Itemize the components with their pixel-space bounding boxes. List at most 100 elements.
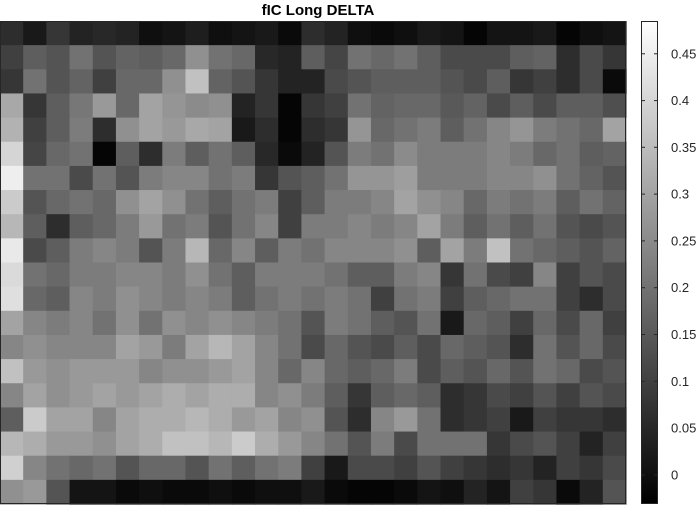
- heatmap-cell-r4-c10: [231, 117, 256, 143]
- heatmap-cell-r7-c20: [463, 190, 488, 215]
- heatmap-cell-r14-c14: [324, 359, 349, 384]
- heatmap-cell-r10-c7: [162, 262, 187, 288]
- heatmap-cell-r18-c25: [579, 455, 604, 481]
- heatmap-cell-r3-c10: [231, 93, 256, 119]
- heatmap-cell-r0-c8: [185, 21, 210, 46]
- heatmap-cell-r9-c19: [440, 238, 465, 264]
- heatmap-cell-r6-c1: [23, 165, 47, 191]
- heatmap-cell-r0-c11: [255, 21, 279, 46]
- heatmap-cell-r8-c4: [92, 214, 117, 239]
- heatmap-cell-r15-c17: [394, 383, 418, 408]
- heatmap-cell-r0-c4: [92, 21, 117, 46]
- heatmap-cell-r15-c24: [556, 383, 581, 408]
- heatmap-cell-r19-c20: [463, 479, 488, 505]
- heatmap-cell-r8-c18: [417, 214, 442, 239]
- heatmap-cell-r13-c21: [486, 334, 511, 360]
- heatmap-cell-r0-c1: [23, 21, 47, 46]
- heatmap-cell-r15-c4: [92, 383, 117, 408]
- heatmap-cell-r2-c7: [162, 69, 187, 95]
- heatmap-cell-r18-c16: [370, 455, 395, 481]
- heatmap-cell-r8-c23: [533, 214, 558, 239]
- heatmap-cell-r8-c11: [255, 214, 279, 239]
- heatmap-cell-r18-c9: [208, 455, 233, 481]
- heatmap-cell-r5-c7: [162, 141, 187, 167]
- heatmap-cell-r18-c6: [139, 455, 163, 481]
- heatmap-cell-r14-c18: [417, 359, 442, 384]
- heatmap-cell-r17-c23: [533, 431, 558, 457]
- heatmap-cell-r7-c19: [440, 190, 465, 215]
- heatmap-cell-r5-c21: [486, 141, 511, 167]
- heatmap-cell-r10-c8: [185, 262, 210, 288]
- heatmap-cell-r12-c11: [255, 310, 279, 336]
- heatmap-cell-r0-c2: [46, 21, 71, 46]
- heatmap-cell-r3-c3: [69, 93, 94, 119]
- heatmap-cell-r3-c17: [394, 93, 418, 119]
- heatmap-cell-r13-c4: [92, 334, 117, 360]
- heatmap-cell-r10-c3: [69, 262, 94, 288]
- heatmap-cell-r15-c7: [162, 383, 187, 408]
- heatmap-cell-r3-c20: [463, 93, 488, 119]
- heatmap-cell-r1-c6: [139, 45, 163, 70]
- heatmap-cell-r15-c0: [0, 383, 24, 408]
- heatmap-cell-r13-c15: [347, 334, 372, 360]
- heatmap-cell-r12-c9: [208, 310, 233, 336]
- heatmap-cell-r11-c8: [185, 286, 210, 312]
- heatmap-cell-r4-c21: [486, 117, 511, 143]
- heatmap-cell-r14-c25: [579, 359, 604, 384]
- heatmap-cell-r5-c20: [463, 141, 488, 167]
- heatmap-cell-r7-c4: [92, 190, 117, 215]
- heatmap-cell-r10-c10: [231, 262, 256, 288]
- heatmap-cell-r3-c24: [556, 93, 581, 119]
- heatmap-cell-r1-c0: [0, 45, 24, 70]
- heatmap-cell-r11-c4: [92, 286, 117, 312]
- heatmap-cell-r18-c13: [301, 455, 326, 481]
- heatmap-cell-r16-c17: [394, 407, 418, 433]
- heatmap-cell-r4-c2: [46, 117, 71, 143]
- heatmap-cell-r1-c25: [579, 45, 604, 70]
- heatmap-cell-r16-c3: [69, 407, 94, 433]
- heatmap-cell-r12-c26: [602, 310, 627, 336]
- heatmap-cell-r4-c20: [463, 117, 488, 143]
- heatmap-cell-r15-c26: [602, 383, 627, 408]
- heatmap-cell-r3-c23: [533, 93, 558, 119]
- heatmap-cell-r11-c24: [556, 286, 581, 312]
- heatmap-cell-r16-c26: [602, 407, 627, 433]
- heatmap-cell-r8-c1: [23, 214, 47, 239]
- heatmap-cell-r9-c6: [139, 238, 163, 264]
- heatmap-cell-r18-c26: [602, 455, 627, 481]
- heatmap-cell-r17-c3: [69, 431, 94, 457]
- heatmap-cell-r16-c2: [46, 407, 71, 433]
- heatmap-cell-r7-c25: [579, 190, 604, 215]
- heatmap-cell-r13-c0: [0, 334, 24, 360]
- heatmap-cell-r16-c13: [301, 407, 326, 433]
- heatmap-cell-r7-c6: [139, 190, 163, 215]
- heatmap-cell-r6-c23: [533, 165, 558, 191]
- heatmap-cell-r19-c11: [255, 479, 279, 505]
- heatmap-cell-r1-c17: [394, 45, 418, 70]
- heatmap-cell-r17-c8: [185, 431, 210, 457]
- heatmap-cell-r4-c7: [162, 117, 187, 143]
- heatmap-cell-r10-c12: [278, 262, 303, 288]
- heatmap-cell-r10-c21: [486, 262, 511, 288]
- heatmap-cell-r3-c0: [0, 93, 24, 119]
- heatmap-cell-r16-c6: [139, 407, 163, 433]
- heatmap-cell-r3-c19: [440, 93, 465, 119]
- heatmap-cell-r3-c4: [92, 93, 117, 119]
- heatmap-cell-r17-c22: [510, 431, 534, 457]
- heatmap-cell-r0-c22: [510, 21, 534, 46]
- heatmap-cell-r18-c20: [463, 455, 488, 481]
- heatmap-cell-r17-c7: [162, 431, 187, 457]
- heatmap-cell-r5-c19: [440, 141, 465, 167]
- heatmap-cell-r13-c25: [579, 334, 604, 360]
- heatmap-cell-r2-c19: [440, 69, 465, 95]
- heatmap-cell-r11-c0: [0, 286, 24, 312]
- heatmap-cell-r11-c7: [162, 286, 187, 312]
- colorbar-tick-label: 0.2: [671, 280, 689, 295]
- heatmap-cell-r3-c9: [208, 93, 233, 119]
- heatmap-cell-r9-c12: [278, 238, 303, 264]
- colorbar: 0 0.05 0.1 0.15 0.2 0.25 0.3 0.35 0.4 0.45: [641, 21, 696, 504]
- heatmap-cell-r18-c10: [231, 455, 256, 481]
- heatmap-cell-r13-c20: [463, 334, 488, 360]
- heatmap-cell-r5-c6: [139, 141, 163, 167]
- heatmap-cell-r19-c22: [510, 479, 534, 505]
